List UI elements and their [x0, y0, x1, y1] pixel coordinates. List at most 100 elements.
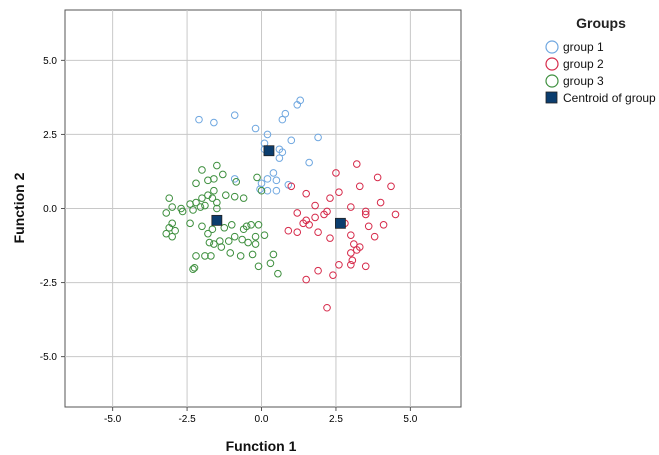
x-tick-label: 0.0 — [255, 414, 269, 425]
data-point — [242, 222, 251, 231]
data-point — [201, 252, 209, 260]
x-tick-label: -2.5 — [178, 414, 196, 425]
data-point — [379, 220, 388, 229]
centroid-marker — [335, 217, 346, 229]
data-point — [256, 185, 264, 194]
data-point — [335, 260, 343, 269]
data-point — [207, 252, 215, 260]
y-tick-label: -2.5 — [40, 278, 58, 289]
data-point — [251, 124, 260, 133]
data-point — [287, 136, 296, 145]
y-tick-label: 5.0 — [43, 56, 57, 67]
y-tick-label: 2.5 — [43, 130, 57, 141]
data-point — [210, 175, 218, 183]
data-point — [350, 240, 358, 248]
data-point — [238, 235, 246, 244]
data-point — [314, 266, 322, 275]
data-point — [352, 160, 361, 168]
data-point — [210, 240, 218, 248]
data-point — [165, 223, 174, 232]
data-point — [168, 232, 176, 241]
centroid-marker — [263, 145, 275, 157]
data-point — [190, 263, 199, 272]
data-point — [391, 210, 400, 219]
data-point — [208, 194, 217, 202]
data-point — [236, 252, 245, 260]
data-point — [219, 170, 227, 179]
data-point — [281, 109, 290, 118]
legend-title: Groups — [576, 15, 626, 31]
data-point — [213, 204, 221, 213]
legend-swatch-circle — [545, 74, 559, 88]
data-point — [178, 207, 187, 216]
data-point — [198, 194, 206, 202]
data-point — [302, 189, 310, 198]
data-point — [284, 226, 293, 235]
data-point — [329, 271, 337, 279]
data-point — [311, 213, 319, 222]
data-point — [361, 207, 370, 216]
data-point — [376, 198, 385, 207]
data-point — [168, 203, 176, 211]
data-point — [257, 186, 266, 195]
series-2 — [162, 161, 282, 278]
data-point — [326, 234, 334, 242]
data-point — [224, 237, 233, 245]
data-point — [263, 130, 272, 139]
data-point — [347, 249, 355, 257]
data-point — [272, 176, 281, 185]
data-point — [311, 201, 319, 210]
data-point — [293, 228, 302, 237]
legend-swatch-centroid — [545, 91, 558, 104]
data-point — [335, 188, 343, 197]
data-point — [373, 173, 382, 182]
data-point — [230, 111, 239, 119]
legend-label: group 1 — [563, 40, 604, 54]
data-point — [210, 118, 218, 127]
data-point — [196, 203, 205, 211]
data-point — [364, 222, 373, 231]
data-point — [253, 173, 261, 182]
data-point — [186, 219, 194, 228]
data-point — [305, 220, 313, 229]
legend-label: group 2 — [563, 57, 604, 71]
data-point — [287, 182, 296, 191]
data-point — [274, 269, 282, 278]
data-point — [204, 229, 212, 238]
y-axis-title: Function 2 — [11, 172, 27, 243]
data-point — [260, 231, 269, 239]
data-point — [263, 175, 272, 183]
legend-label: Centroid of group — [563, 91, 656, 105]
data-point — [254, 262, 263, 271]
data-point — [192, 179, 200, 188]
data-point — [275, 154, 284, 162]
data-point — [162, 209, 171, 217]
data-point — [269, 169, 278, 177]
data-point — [305, 158, 313, 167]
data-point — [326, 194, 334, 202]
data-point — [293, 209, 302, 217]
data-point — [247, 220, 255, 229]
data-points — [162, 96, 400, 312]
data-point — [296, 96, 305, 105]
data-point — [254, 220, 263, 229]
data-point — [217, 243, 226, 251]
data-point — [278, 148, 287, 157]
x-tick-label: 2.5 — [329, 414, 343, 425]
data-point — [352, 246, 361, 254]
legend-swatch-circle — [545, 57, 559, 71]
data-point — [248, 250, 257, 259]
x-tick-label: 5.0 — [403, 414, 417, 425]
data-point — [244, 238, 252, 247]
series-3 — [211, 145, 346, 229]
data-point — [347, 203, 355, 211]
data-point — [323, 303, 331, 312]
data-point — [192, 252, 200, 260]
data-point — [198, 166, 206, 174]
data-point — [162, 229, 171, 238]
data-point — [230, 232, 239, 241]
data-point — [361, 262, 370, 271]
data-point — [347, 231, 355, 239]
data-point — [348, 256, 357, 265]
data-point — [263, 186, 272, 195]
